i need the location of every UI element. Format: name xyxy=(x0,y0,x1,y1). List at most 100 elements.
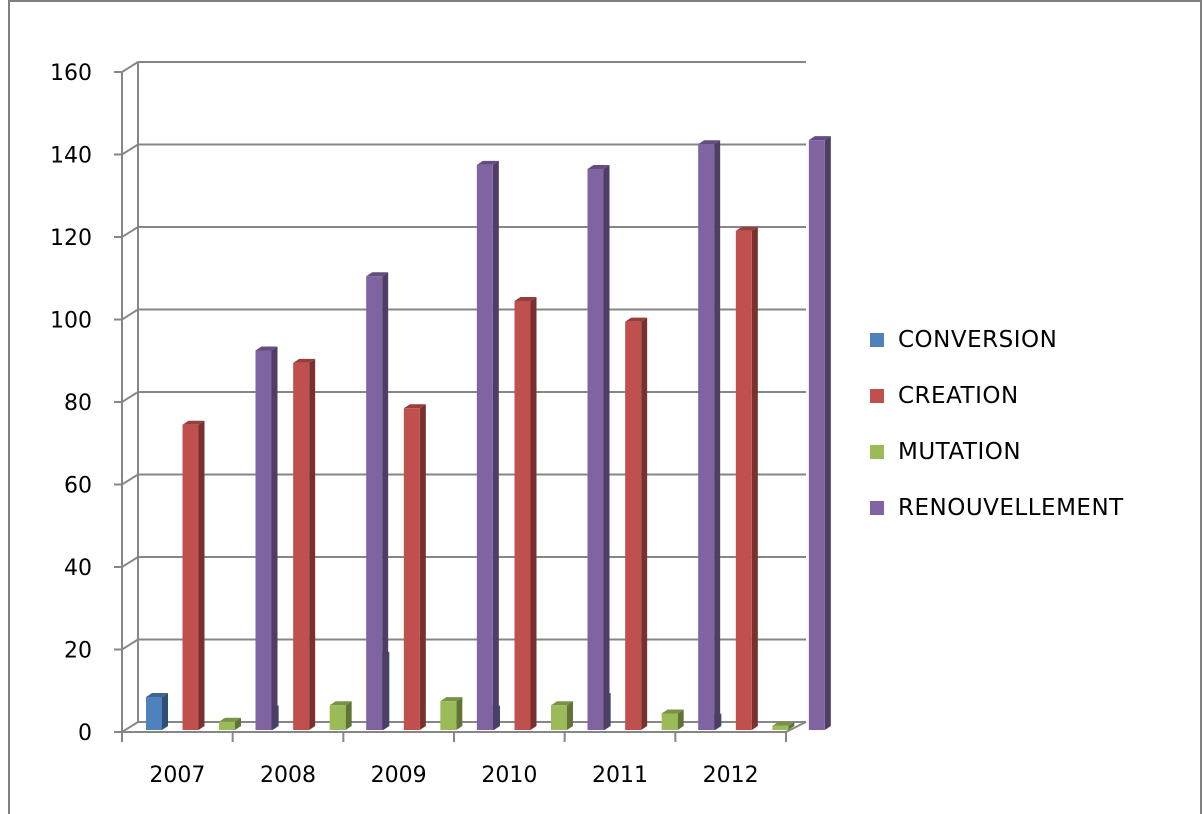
legend-label: RENOUVELLEMENT xyxy=(898,495,1124,521)
bar-front xyxy=(698,144,715,730)
bar-top xyxy=(146,693,168,697)
bar-front xyxy=(146,697,162,730)
bar-top xyxy=(219,717,241,722)
bar-side xyxy=(309,358,316,730)
legend-item: MUTATION xyxy=(870,424,1124,480)
bar-side xyxy=(530,297,537,730)
gridline-side xyxy=(121,143,139,156)
bar-side xyxy=(271,346,278,730)
y-tick-label: 120 xyxy=(50,226,92,251)
y-tick-label: 60 xyxy=(64,474,92,499)
chart-frame xyxy=(8,0,1202,814)
bar-top xyxy=(661,709,684,714)
bar-front xyxy=(587,169,604,730)
bar-top xyxy=(293,358,316,363)
legend-swatch xyxy=(870,501,884,515)
bar-top xyxy=(625,317,648,322)
x-tick-label: 2011 xyxy=(592,763,648,788)
bar xyxy=(551,701,573,730)
legend: CONVERSION CREATION MUTATION RENOUVELLEMENT xyxy=(870,312,1124,536)
bar-top xyxy=(514,297,537,301)
bar-front xyxy=(514,301,531,730)
x-tick-label: 2007 xyxy=(149,763,205,788)
legend-swatch xyxy=(870,333,884,347)
bar-top xyxy=(366,272,389,277)
bar xyxy=(255,346,278,730)
bar-front xyxy=(440,701,457,730)
bar-top xyxy=(440,697,463,702)
bar-front xyxy=(366,276,383,730)
bar-side xyxy=(456,697,463,730)
gridline-side xyxy=(121,226,139,238)
bar-top xyxy=(735,226,758,231)
legend-item: CREATION xyxy=(870,368,1124,424)
bar-side xyxy=(235,717,241,730)
bar-side xyxy=(824,136,831,730)
bar-side xyxy=(382,272,389,730)
y-tick-label: 80 xyxy=(64,391,92,416)
y-tick-label: 20 xyxy=(64,639,92,664)
bar-side xyxy=(198,420,205,730)
bar-front xyxy=(735,230,752,730)
bar xyxy=(182,420,205,730)
x-tick-label: 2008 xyxy=(260,763,316,788)
bar xyxy=(403,404,426,730)
bar xyxy=(366,272,389,730)
bar-front xyxy=(293,362,310,730)
bar-side xyxy=(714,140,721,730)
bar-top xyxy=(329,701,352,706)
x-tick-label: 2010 xyxy=(481,763,537,788)
bar xyxy=(808,136,831,730)
legend-label: MUTATION xyxy=(898,439,1022,465)
bar xyxy=(146,693,168,730)
bar xyxy=(476,160,499,730)
bar-side xyxy=(162,693,168,730)
x-tick-label: 2009 xyxy=(371,763,427,788)
legend-label: CONVERSION xyxy=(898,327,1058,353)
bar-side xyxy=(567,701,573,730)
gridline-side xyxy=(121,473,139,486)
legend-item: CONVERSION xyxy=(870,312,1124,368)
bar xyxy=(587,165,610,730)
bar-top xyxy=(403,404,426,409)
bar xyxy=(698,140,721,730)
bar-side xyxy=(677,709,684,730)
gridline-side xyxy=(121,61,139,73)
bars xyxy=(146,136,831,730)
bar-top xyxy=(476,160,499,165)
bar-front xyxy=(551,705,567,730)
bar-side xyxy=(345,701,352,730)
bar-front xyxy=(808,140,825,730)
bar-front xyxy=(661,713,678,730)
bar-front xyxy=(329,705,346,730)
bar-front xyxy=(403,408,420,730)
bar-top xyxy=(808,136,831,141)
legend-item: RENOUVELLEMENT xyxy=(870,480,1124,536)
legend-swatch xyxy=(870,445,884,459)
bar xyxy=(661,709,684,730)
gridline-side xyxy=(121,721,139,733)
bar-side xyxy=(419,404,426,730)
bar xyxy=(772,721,795,730)
y-tick-label: 0 xyxy=(78,721,92,746)
bar xyxy=(293,358,316,730)
x-tick-label: 2012 xyxy=(703,763,759,788)
bar-side xyxy=(788,721,795,730)
legend-label: CREATION xyxy=(898,383,1019,409)
bar-front xyxy=(772,725,789,730)
bar xyxy=(440,697,463,730)
y-tick-label: 160 xyxy=(50,61,92,86)
y-tick-label: 140 xyxy=(50,144,92,169)
gridlines xyxy=(121,61,806,733)
bar-side xyxy=(603,165,610,730)
bar-top xyxy=(698,140,721,145)
axes xyxy=(114,62,807,742)
legend-swatch xyxy=(870,389,884,403)
y-tick-label: 40 xyxy=(64,556,92,581)
gridline-side xyxy=(121,308,139,321)
bar-side xyxy=(641,317,648,730)
bar-side xyxy=(751,226,758,730)
bar xyxy=(329,701,352,730)
bar-front xyxy=(625,321,642,730)
